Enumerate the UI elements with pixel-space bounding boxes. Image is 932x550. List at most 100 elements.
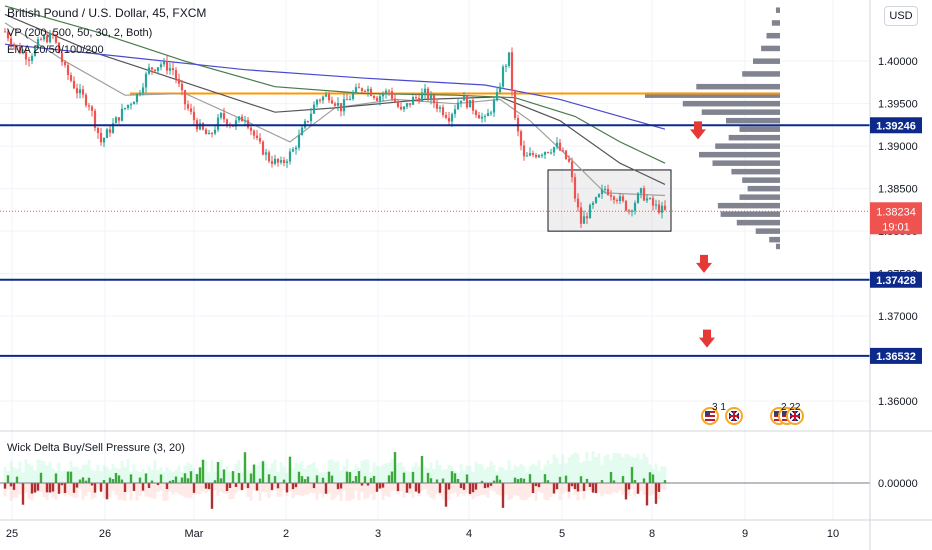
indicator-envelope <box>306 465 310 483</box>
candle-body <box>402 106 406 110</box>
volume-profile-bar <box>775 243 780 250</box>
indicator-envelope <box>360 460 364 483</box>
indicator-envelope <box>195 483 199 495</box>
level-price-tag <box>870 271 922 288</box>
indicator-envelope <box>408 471 412 483</box>
indicator-bar-up <box>420 456 424 483</box>
indicator-envelope <box>408 483 412 495</box>
indicator-bar-up <box>630 466 634 483</box>
indicator-bar-up <box>435 479 439 483</box>
candle-body <box>291 149 295 152</box>
indicator-bar-up <box>87 477 91 483</box>
indicator-bar-down <box>294 483 298 488</box>
indicator-envelope <box>531 463 535 483</box>
candle-body <box>513 90 517 119</box>
candle-body <box>555 142 559 148</box>
indicator-envelope <box>297 483 301 495</box>
indicator-envelope <box>603 483 607 494</box>
indicator-envelope <box>339 470 343 483</box>
indicator-envelope <box>147 483 151 498</box>
indicator-envelope <box>24 483 28 493</box>
indicator-bar-up <box>648 472 652 483</box>
candle-body <box>573 177 577 199</box>
indicator-bar-up <box>168 480 172 483</box>
indicator-bar-down <box>657 483 661 492</box>
indicator-envelope <box>276 472 280 483</box>
indicator-envelope <box>411 483 415 498</box>
indicator-envelope <box>369 471 373 483</box>
indicator-bar-down <box>654 483 658 504</box>
candle-body <box>609 194 613 197</box>
candle-body <box>222 113 226 120</box>
indicator-bar-up <box>183 473 187 483</box>
indicator-bar-up <box>543 474 547 483</box>
currency-button[interactable]: USD <box>884 6 918 26</box>
indicator-bar-up <box>369 478 373 483</box>
horizontal-levels[interactable] <box>0 124 870 357</box>
volume-profile-bar <box>742 177 780 183</box>
indicator-envelope <box>129 483 133 501</box>
indicator-envelope <box>414 462 418 483</box>
event-markers[interactable]: 3 1 2 22 <box>701 402 804 425</box>
indicator-bar-up <box>6 475 10 483</box>
candle-body <box>480 116 484 119</box>
indicator-bar-up <box>402 472 406 483</box>
candle-body <box>396 101 400 107</box>
volume-profile-bar <box>701 109 780 115</box>
time-axis[interactable]: 25 26 Mar 2 3 4 5 8 9 10 <box>0 519 932 540</box>
candle-body <box>288 151 292 162</box>
candle-body <box>177 79 181 84</box>
indicator-envelope <box>222 483 226 494</box>
indicator-bar-up <box>84 480 88 483</box>
price-tags: 1.39246 1.37428 1.36532 1.38234 19:01 <box>0 117 922 364</box>
candle-body <box>576 198 580 208</box>
indicator-envelope <box>639 483 643 492</box>
indicator-envelope <box>570 454 574 483</box>
candle-body <box>429 95 433 100</box>
indicator-envelope <box>366 483 370 498</box>
indicator-bar-up <box>288 456 292 483</box>
indicator-envelope <box>300 461 304 483</box>
indicator-envelope <box>438 465 442 483</box>
indicator-bar-down <box>483 483 487 489</box>
indicator-envelope <box>606 454 610 483</box>
candle-body <box>498 86 502 93</box>
indicator-bar-down <box>30 483 34 494</box>
indicator-bar-down <box>156 483 160 486</box>
volume-profile-bar <box>715 143 780 149</box>
candle-body <box>213 129 217 134</box>
indicator-envelope <box>480 483 484 495</box>
candle-body <box>474 110 478 115</box>
indicator-envelope <box>618 483 622 491</box>
indicator-envelope <box>108 469 112 483</box>
indicator-envelope <box>123 467 127 483</box>
indicator-envelope <box>501 467 505 483</box>
indicator-envelope <box>186 483 190 498</box>
candle-body <box>378 96 382 101</box>
candle-body <box>663 205 667 210</box>
indicator-envelope <box>432 469 436 483</box>
candle-body <box>123 107 127 109</box>
indicator-envelope <box>630 483 634 490</box>
volume-profile-bar <box>699 151 780 158</box>
candle-body <box>597 194 601 198</box>
indicator-legend: Wick Delta Buy/Sell Pressure (3, 20) <box>7 442 185 454</box>
candle-body <box>654 204 658 206</box>
candle-body <box>186 104 190 109</box>
indicator-envelope <box>612 483 616 493</box>
indicator-envelope <box>357 483 361 501</box>
indicator-envelope <box>633 483 637 497</box>
candle-body <box>594 197 598 203</box>
candle-body <box>207 132 211 135</box>
indicator-envelope <box>102 464 106 483</box>
indicator-envelope <box>90 483 94 500</box>
volume-profile-bar <box>755 228 780 234</box>
candle-body <box>360 88 364 91</box>
candle-body <box>450 114 454 122</box>
indicator-bar-up <box>180 477 184 483</box>
indicator-envelope <box>627 483 631 497</box>
indicator-envelope <box>351 483 355 500</box>
candle-body <box>126 104 130 108</box>
volume-profile-bar <box>753 58 780 64</box>
